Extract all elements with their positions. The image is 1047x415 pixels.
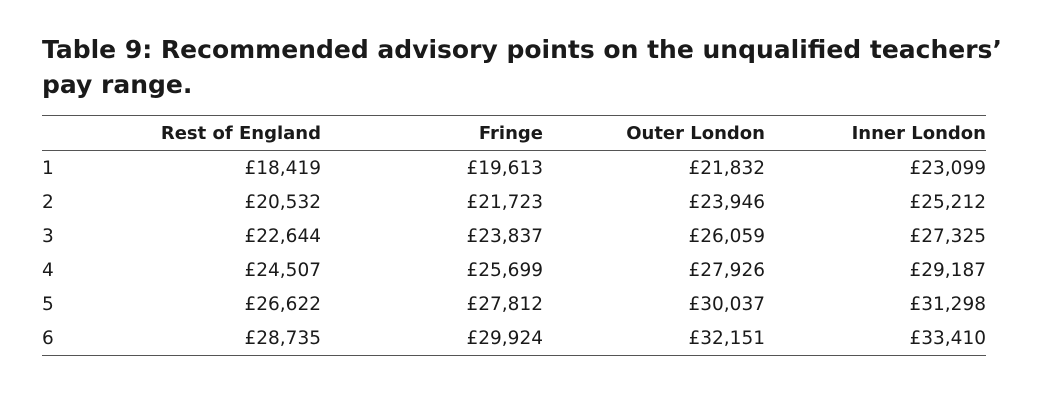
table-row: 6 £28,735 £29,924 £32,151 £33,410 bbox=[42, 321, 986, 356]
table-row: 4 £24,507 £25,699 £27,926 £29,187 bbox=[42, 253, 986, 287]
cell-rest-of-england: £22,644 bbox=[244, 225, 321, 247]
cell-rest-of-england: £26,622 bbox=[244, 293, 321, 315]
cell-outer-london: £32,151 bbox=[688, 327, 765, 349]
cell-inner-london: £31,298 bbox=[909, 293, 986, 315]
column-header-outer-london: Outer London bbox=[626, 122, 765, 144]
column-header-rest-of-england: Rest of England bbox=[160, 122, 321, 144]
cell-fringe: £29,924 bbox=[466, 327, 543, 349]
row-point: 3 bbox=[42, 225, 54, 247]
row-point: 4 bbox=[42, 259, 54, 281]
cell-outer-london: £26,059 bbox=[688, 225, 765, 247]
row-point: 1 bbox=[42, 157, 54, 179]
cell-outer-london: £27,926 bbox=[688, 259, 765, 281]
cell-inner-london: £25,212 bbox=[909, 191, 986, 213]
cell-inner-london: £29,187 bbox=[909, 259, 986, 281]
cell-rest-of-england: £24,507 bbox=[244, 259, 321, 281]
pay-table-container: Rest of England Fringe Outer London Inne… bbox=[42, 115, 986, 356]
cell-outer-london: £21,832 bbox=[688, 157, 765, 179]
cell-fringe: £19,613 bbox=[466, 157, 543, 179]
row-point: 5 bbox=[42, 293, 54, 315]
cell-fringe: £23,837 bbox=[466, 225, 543, 247]
cell-fringe: £21,723 bbox=[466, 191, 543, 213]
cell-rest-of-england: £28,735 bbox=[244, 327, 321, 349]
row-point: 2 bbox=[42, 191, 54, 213]
cell-inner-london: £27,325 bbox=[909, 225, 986, 247]
cell-fringe: £25,699 bbox=[466, 259, 543, 281]
cell-fringe: £27,812 bbox=[466, 293, 543, 315]
table-title-line-1: Table 9: Recommended advisory points on … bbox=[42, 35, 1002, 64]
cell-inner-london: £33,410 bbox=[909, 327, 986, 349]
column-header-point bbox=[42, 116, 70, 151]
table-row: 2 £20,532 £21,723 £23,946 £25,212 bbox=[42, 185, 986, 219]
table-title: Table 9: Recommended advisory points on … bbox=[42, 32, 1002, 102]
cell-outer-london: £30,037 bbox=[688, 293, 765, 315]
table-header-row: Rest of England Fringe Outer London Inne… bbox=[42, 115, 986, 151]
table-row: 1 £18,419 £19,613 £21,832 £23,099 bbox=[42, 151, 986, 186]
cell-outer-london: £23,946 bbox=[688, 191, 765, 213]
table-row: 5 £26,622 £27,812 £30,037 £31,298 bbox=[42, 287, 986, 321]
table-title-line-2: pay range. bbox=[42, 70, 193, 99]
column-header-inner-london: Inner London bbox=[851, 122, 986, 144]
cell-inner-london: £23,099 bbox=[909, 157, 986, 179]
cell-rest-of-england: £18,419 bbox=[244, 157, 321, 179]
cell-rest-of-england: £20,532 bbox=[244, 191, 321, 213]
pay-range-table: Rest of England Fringe Outer London Inne… bbox=[42, 115, 986, 356]
row-point: 6 bbox=[42, 327, 54, 349]
table-row: 3 £22,644 £23,837 £26,059 £27,325 bbox=[42, 219, 986, 253]
column-header-fringe: Fringe bbox=[478, 122, 543, 144]
